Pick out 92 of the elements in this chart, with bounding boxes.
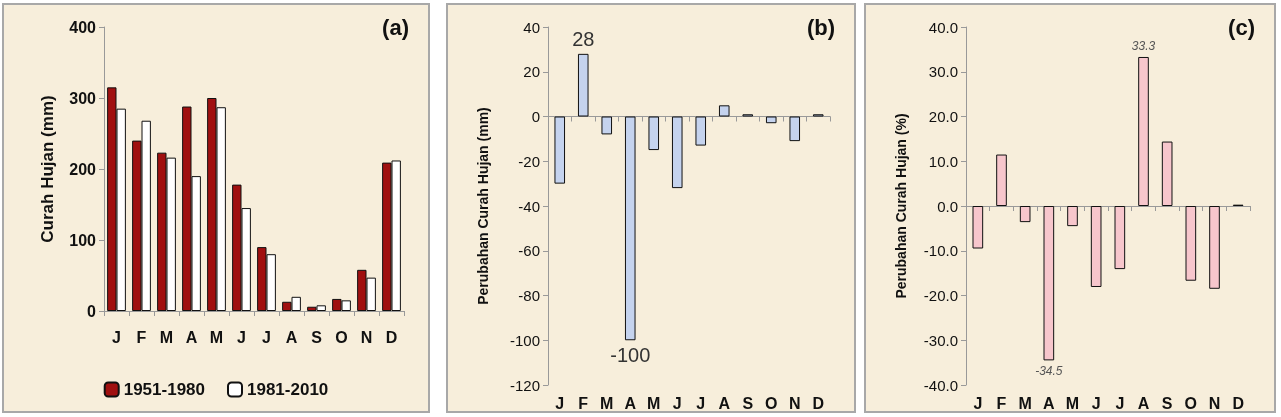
x-tick-label: D — [1232, 394, 1244, 412]
bar — [972, 206, 984, 249]
x-tick-label: A — [1137, 394, 1150, 412]
x-tick-label: J — [555, 394, 565, 412]
bar — [601, 116, 613, 135]
y-tick-label: -40 — [518, 197, 540, 215]
legend-label: 1951-1980 — [123, 380, 206, 399]
y-tick-label: 0 — [87, 302, 97, 320]
bar — [1090, 206, 1102, 287]
y-tick-label: 100 — [69, 231, 97, 249]
bar — [648, 116, 660, 151]
y-tick-label: 20 — [523, 63, 540, 81]
data-label: 33.3 — [1131, 38, 1156, 53]
y-tick-label: 20.0 — [928, 108, 958, 125]
bar — [554, 116, 566, 184]
y-tick-label: 0 — [531, 108, 540, 125]
y-tick-label: 40.0 — [928, 18, 958, 36]
bar — [1019, 206, 1031, 223]
x-tick-label: M — [1065, 394, 1080, 412]
y-axis-title: Perubahan Curah Hujan (%) — [893, 113, 909, 299]
x-tick-label: O — [335, 328, 348, 346]
x-tick-label: J — [672, 394, 682, 412]
bar — [718, 105, 730, 117]
bar — [765, 116, 777, 124]
y-tick-label: 300 — [69, 89, 97, 107]
y-tick-label: -120 — [509, 376, 540, 394]
y-tick-label: 400 — [69, 18, 97, 36]
y-tick-label: -10.0 — [923, 242, 958, 260]
x-tick-label: O — [765, 394, 778, 412]
y-tick-label: -100 — [509, 331, 540, 349]
x-tick-label: F — [996, 394, 1007, 412]
x-tick-label: A — [285, 328, 298, 346]
x-tick-label: N — [360, 328, 373, 346]
y-tick-label: 200 — [69, 160, 97, 178]
x-tick-label: A — [1043, 394, 1056, 412]
bar — [1209, 206, 1220, 289]
data-label: -34.5 — [1035, 364, 1063, 379]
bar — [695, 116, 707, 146]
bar — [1185, 206, 1197, 281]
y-tick-label: -80 — [518, 287, 540, 304]
x-tick-label: M — [600, 394, 614, 412]
x-tick-label: M — [159, 328, 174, 346]
bar — [577, 53, 589, 117]
x-tick-label: F — [136, 328, 147, 346]
bar — [1043, 206, 1055, 361]
y-tick-label: -20.0 — [923, 287, 958, 304]
bar — [1067, 206, 1078, 227]
bar — [789, 116, 801, 142]
x-tick-label: A — [185, 328, 198, 346]
x-tick-label: S — [311, 328, 323, 346]
y-tick-label: 10.0 — [928, 152, 958, 170]
x-tick-label: O — [1184, 394, 1198, 412]
x-tick-label: A — [718, 394, 731, 412]
bar — [1114, 206, 1126, 270]
bar — [671, 116, 683, 189]
x-tick-label: D — [385, 328, 398, 346]
x-tick-label: J — [1091, 394, 1101, 412]
bar — [624, 116, 636, 341]
chart-title: (b) — [806, 14, 835, 40]
y-tick-label: 30.0 — [928, 63, 958, 81]
data-label: -100 — [610, 344, 651, 367]
bar — [996, 154, 1007, 206]
x-tick-label: J — [696, 394, 706, 412]
x-tick-label: J — [973, 394, 983, 412]
x-tick-label: S — [1161, 394, 1173, 412]
bar — [1138, 56, 1149, 206]
y-tick-label: 0.0 — [937, 197, 958, 215]
x-tick-label: N — [788, 394, 801, 412]
x-tick-label: M — [647, 394, 661, 412]
x-tick-label: S — [742, 394, 754, 412]
x-tick-label: F — [578, 394, 589, 412]
chart-title: (c) — [1228, 14, 1255, 40]
bar — [1161, 141, 1173, 206]
y-axis-title: Curah Hujan (mm) — [38, 95, 57, 243]
y-tick-label: -60 — [518, 242, 540, 260]
data-label: 28 — [572, 27, 595, 50]
x-tick-label: N — [1208, 394, 1221, 412]
x-tick-label: J — [237, 328, 246, 346]
y-tick-label: -40.0 — [923, 376, 958, 394]
y-axis-title: Perubahan Curah Hujan (mm) — [475, 107, 491, 305]
y-tick-label: 40 — [523, 18, 540, 36]
x-tick-label: J — [262, 328, 271, 346]
x-tick-label: D — [812, 394, 825, 412]
x-tick-label: M — [209, 328, 224, 346]
chart-title: (a) — [382, 14, 409, 40]
y-tick-label: -30.0 — [923, 331, 958, 349]
legend-label: 1981-2010 — [247, 380, 329, 399]
y-tick-label: -20 — [518, 152, 540, 170]
x-tick-label: M — [1018, 394, 1032, 412]
x-tick-label: J — [112, 328, 121, 346]
x-tick-label: A — [624, 394, 637, 412]
x-tick-label: J — [1115, 394, 1125, 412]
